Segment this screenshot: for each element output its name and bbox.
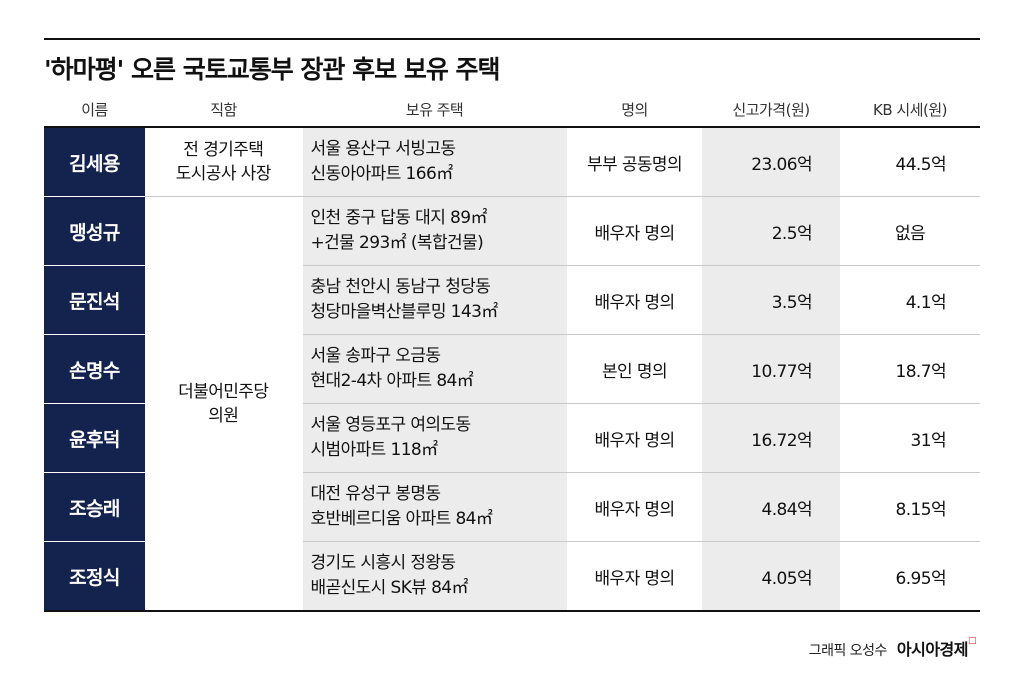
kb-price-cell: 4.1억: [840, 265, 980, 335]
declared-price-cell: 4.05억: [702, 541, 840, 612]
header-declared-price: 신고가격(원): [702, 92, 840, 128]
house-line: 현대2-4차 아파트 84㎡: [310, 371, 474, 391]
house-cell: 서울 용산구 서빙고동 신동아아파트 166㎡: [302, 127, 567, 197]
table-row: 김세용 전 경기주택 도시공사 사장 서울 용산구 서빙고동 신동아아파트 16…: [44, 127, 980, 197]
candidate-name: 조정식: [44, 541, 145, 612]
house-line: 대전 유성구 봉명동: [310, 484, 442, 504]
footer-credit: 그래픽 오성수 아시아경제□: [808, 636, 977, 660]
owner-cell: 부부 공동명의: [567, 127, 702, 197]
declared-price-cell: 3.5억: [702, 265, 840, 335]
house-line: 배곧신도시 SK뷰 84㎡: [310, 578, 469, 598]
header-owner: 명의: [567, 92, 702, 128]
table-row: 조승래 대전 유성구 봉명동 호반베르디움 아파트 84㎡ 배우자 명의 4.8…: [44, 472, 980, 542]
house-line: 경기도 시흥시 정왕동: [310, 553, 457, 573]
position-line: 도시공사 사장: [175, 164, 272, 184]
candidate-name: 손명수: [44, 334, 145, 404]
declared-price-cell: 23.06억: [702, 127, 840, 197]
house-cell: 인천 중구 답동 대지 89㎡ +건물 293㎡ (복합건물): [302, 196, 567, 266]
house-cell: 대전 유성구 봉명동 호반베르디움 아파트 84㎡: [302, 472, 567, 542]
header-position: 직함: [145, 92, 302, 128]
kb-price-cell: 없음: [840, 196, 980, 266]
position-line: 의원: [208, 405, 239, 426]
owner-cell: 본인 명의: [567, 334, 702, 404]
brand-logo: 아시아경제: [896, 640, 969, 659]
graphic-credit: 그래픽 오성수: [808, 643, 888, 659]
owner-cell: 배우자 명의: [567, 472, 702, 542]
position-line: 전 경기주택: [183, 140, 264, 160]
owner-cell: 배우자 명의: [567, 265, 702, 335]
owner-cell: 배우자 명의: [567, 196, 702, 266]
header-kb-price: KB 시세(원): [840, 92, 980, 128]
house-line: 서울 영등포구 여의도동: [310, 415, 472, 435]
candidate-name: 윤후덕: [44, 403, 145, 473]
candidate-name: 문진석: [44, 265, 145, 335]
table-row: 맹성규 더불어민주당 의원 인천 중구 답동 대지 89㎡ +건물 293㎡ (…: [44, 196, 980, 612]
position-cell: 전 경기주택 도시공사 사장: [145, 127, 303, 197]
house-line: 청당마을벽산블루밍 143㎡: [310, 302, 499, 322]
position-line: 더불어민주당: [178, 381, 269, 402]
table-row: 손명수 서울 송파구 오금동 현대2-4차 아파트 84㎡ 본인 명의 10.7…: [44, 334, 980, 404]
house-line: 서울 용산구 서빙고동: [310, 139, 457, 159]
candidate-name: 조승래: [44, 472, 145, 542]
house-cell: 서울 송파구 오금동 현대2-4차 아파트 84㎡: [302, 334, 567, 404]
candidate-name: 김세용: [44, 127, 145, 197]
owner-cell: 배우자 명의: [567, 541, 702, 612]
house-cell: 경기도 시흥시 정왕동 배곧신도시 SK뷰 84㎡: [302, 541, 567, 612]
table-row: 조정식 경기도 시흥시 정왕동 배곧신도시 SK뷰 84㎡ 배우자 명의 4.0…: [44, 541, 980, 612]
kb-price-cell: 6.95억: [840, 541, 980, 612]
header-house: 보유 주택: [302, 92, 567, 128]
table-row: 윤후덕 서울 영등포구 여의도동 시범아파트 118㎡ 배우자 명의 16.72…: [44, 403, 980, 473]
kb-price-cell: 44.5억: [840, 127, 980, 197]
shared-position-cell: 더불어민주당 의원: [145, 196, 303, 612]
kb-price-cell: 18.7억: [840, 334, 980, 404]
candidate-name: 맹성규: [44, 196, 145, 266]
declared-price-cell: 4.84억: [702, 472, 840, 542]
house-cell: 충남 천안시 동남구 청당동 청당마을벽산블루밍 143㎡: [302, 265, 567, 335]
house-line: +건물 293㎡ (복합건물): [310, 233, 484, 253]
house-cell: 서울 영등포구 여의도동 시범아파트 118㎡: [302, 403, 567, 473]
declared-price-cell: 2.5억: [702, 196, 840, 266]
declared-price-cell: 16.72억: [702, 403, 840, 473]
top-rule: [44, 38, 980, 40]
owner-cell: 배우자 명의: [567, 403, 702, 473]
house-line: 서울 송파구 오금동: [310, 346, 442, 366]
kb-price-cell: 8.15억: [840, 472, 980, 542]
kb-price-cell: 31억: [840, 403, 980, 473]
table-row: 문진석 충남 천안시 동남구 청당동 청당마을벽산블루밍 143㎡ 배우자 명의…: [44, 265, 980, 335]
house-line: 인천 중구 답동 대지 89㎡: [310, 208, 488, 228]
housing-table: 이름 직함 보유 주택 명의 신고가격(원) KB 시세(원) 김세용 전 경기…: [44, 92, 980, 612]
brand-mark-icon: □: [967, 636, 977, 646]
house-line: 시범아파트 118㎡: [310, 440, 439, 460]
header-row: 이름 직함 보유 주택 명의 신고가격(원) KB 시세(원): [44, 92, 980, 128]
page-title: '하마평' 오른 국토교통부 장관 후보 보유 주택: [44, 55, 501, 84]
house-line: 충남 천안시 동남구 청당동: [310, 277, 491, 297]
header-name: 이름: [44, 92, 145, 128]
declared-price-cell: 10.77억: [702, 334, 840, 404]
house-line: 호반베르디움 아파트 84㎡: [310, 509, 493, 529]
house-line: 신동아아파트 166㎡: [310, 164, 454, 184]
